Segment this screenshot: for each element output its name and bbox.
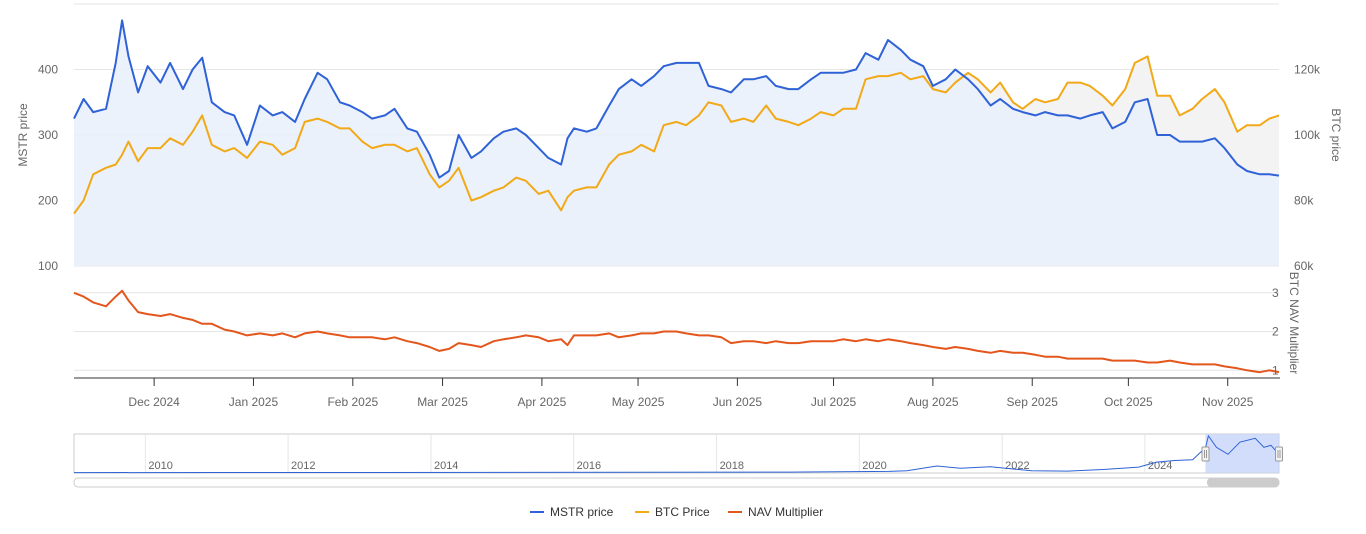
x-tick-label: Jun 2025 (713, 395, 763, 409)
right-tick-label: 100k (1294, 128, 1321, 142)
scrollbar-track[interactable] (73, 477, 1280, 488)
navigator-selected-range[interactable] (1205, 434, 1279, 473)
right-axis-title: BTC price (1329, 108, 1343, 162)
navigator-handle-right[interactable] (1275, 446, 1283, 462)
navigator-handles[interactable] (1201, 446, 1283, 462)
x-tick-label: Aug 2025 (907, 395, 959, 409)
navigator-year-label: 2020 (862, 460, 886, 472)
right-axis-ticks: 60k 80k 100k 120k (1294, 63, 1321, 274)
legend-item-btc[interactable]: BTC Price (635, 505, 710, 519)
x-tick-label: Jan 2025 (229, 395, 279, 409)
navigator-year-label: 2014 (434, 460, 458, 472)
main-plot-area (73, 3, 1280, 267)
nav-multiplier-line[interactable] (73, 289, 1280, 374)
navigator[interactable]: 2010 2012 2014 2016 2018 2020 2022 2024 (73, 433, 1283, 474)
navigator-year-label: 2018 (720, 460, 744, 472)
legend[interactable]: MSTR price BTC Price NAV Multiplier (530, 505, 823, 519)
navigator-line (73, 434, 1280, 474)
nav-axis-title: BTC NAV Multiplier (1287, 272, 1301, 374)
nav-tick-label: 3 (1272, 286, 1279, 300)
navigator-frame (73, 433, 1280, 474)
left-tick-label: 100 (38, 259, 58, 273)
legend-label-nav: NAV Multiplier (748, 505, 823, 519)
left-tick-label: 200 (38, 194, 58, 208)
left-axis-title: MSTR price (16, 103, 30, 167)
navigator-selection-mask[interactable] (1205, 434, 1279, 473)
x-tick-label: Mar 2025 (417, 395, 468, 409)
x-tick-label: Dec 2024 (128, 395, 180, 409)
navigator-year-label: 2012 (291, 460, 315, 472)
mstr-price-line-group (73, 19, 1280, 179)
nav-tick-label: 2 (1272, 325, 1279, 339)
mstr-area-fill (74, 20, 1279, 267)
navigator-year-label: 2010 (148, 460, 172, 472)
btc-price-line-group (73, 55, 1280, 215)
mstr-price-line[interactable] (73, 19, 1280, 179)
nav-plot-area (73, 289, 1280, 374)
legend-label-btc: BTC Price (655, 505, 710, 519)
right-tick-label: 80k (1294, 194, 1314, 208)
right-tick-label: 120k (1294, 63, 1321, 77)
left-tick-label: 300 (38, 128, 58, 142)
scrollbar[interactable] (73, 477, 1280, 488)
btc-price-line[interactable] (73, 55, 1280, 215)
left-tick-label: 400 (38, 63, 58, 77)
scrollbar-thumb[interactable] (1207, 478, 1279, 487)
x-tick-label: Nov 2025 (1202, 395, 1254, 409)
nav-axis-ticks: 1 2 3 (1272, 286, 1279, 378)
legend-item-nav[interactable]: NAV Multiplier (728, 505, 823, 519)
x-axis-ticks: Dec 2024 Jan 2025 Feb 2025 Mar 2025 Apr 2025… (128, 378, 1254, 409)
legend-label-mstr: MSTR price (550, 505, 614, 519)
x-tick-label: Oct 2025 (1104, 395, 1153, 409)
x-tick-label: Feb 2025 (327, 395, 378, 409)
navigator-year-label: 2016 (577, 460, 601, 472)
mstr-area (74, 20, 1279, 267)
nav-tick-label: 1 (1272, 363, 1279, 377)
x-tick-label: Jul 2025 (811, 395, 857, 409)
legend-item-mstr[interactable]: MSTR price (530, 505, 614, 519)
navigator-series-line (73, 434, 1280, 474)
left-axis-ticks: 100 200 300 400 (38, 63, 58, 274)
right-tick-label: 60k (1294, 259, 1314, 273)
x-tick-label: May 2025 (612, 395, 665, 409)
nav-multiplier-line-group (73, 289, 1280, 374)
x-tick-label: Apr 2025 (518, 395, 567, 409)
navigator-handle-left[interactable] (1201, 446, 1210, 462)
x-tick-label: Sep 2025 (1007, 395, 1059, 409)
